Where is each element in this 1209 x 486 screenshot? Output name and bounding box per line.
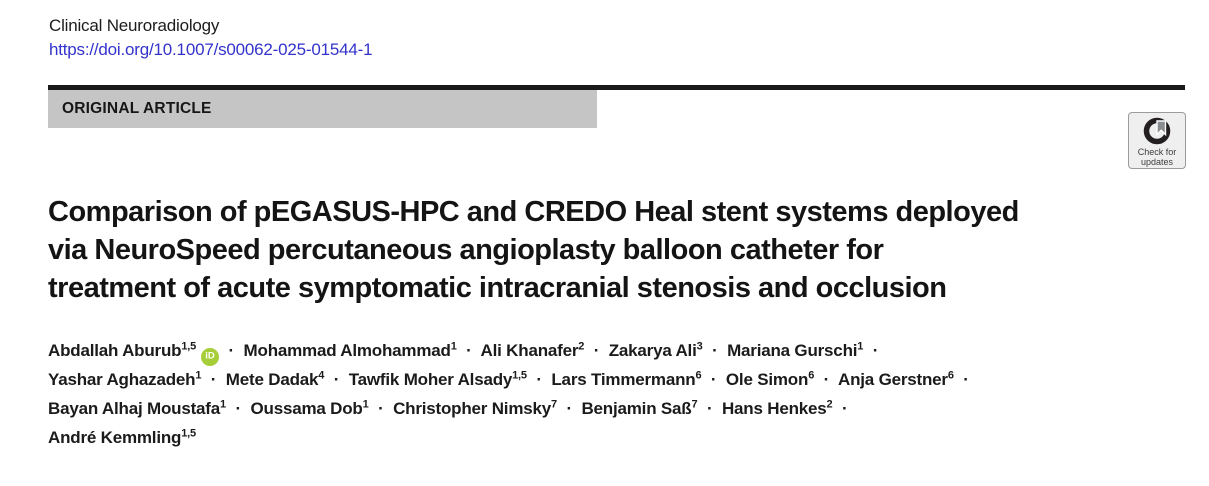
author-separator: ·: [228, 341, 235, 360]
author-name: Yashar Aghazadeh: [48, 370, 196, 389]
author-separator: ·: [210, 370, 217, 389]
author: Ole Simon6: [726, 370, 814, 389]
title-line-2: via NeuroSpeed percutaneous angioplasty …: [48, 234, 884, 266]
author-separator: ·: [712, 341, 718, 360]
author-name: Oussama Dob: [250, 399, 363, 418]
author-separator: ·: [823, 370, 830, 389]
author-separator: ·: [566, 399, 572, 418]
author-affiliation-sup: 6: [695, 369, 702, 382]
author-line: Abdallah Aburub1,5 iD · Mohammad Almohamm…: [48, 336, 1158, 366]
author-separator: ·: [963, 370, 969, 389]
title-line-1: Comparison of pEGASUS-HPC and CREDO Heal…: [48, 196, 1019, 228]
author-name: Bayan Alhaj Moustafa: [48, 399, 221, 418]
author-affiliation-sup: 2: [578, 340, 585, 353]
author-name: Ali Khanafer: [480, 341, 579, 360]
author-separator: ·: [593, 341, 600, 360]
author: Oussama Dob1: [250, 399, 368, 418]
author-list: Abdallah Aburub1,5 iD · Mohammad Almohamm…: [48, 336, 1158, 452]
author-affiliation-sup: 1: [857, 340, 864, 353]
author-name: Benjamin Saß: [581, 399, 692, 418]
author-affiliation-sup: 4: [318, 369, 325, 382]
author-separator: ·: [841, 399, 848, 418]
author-affiliation-sup: 2: [826, 398, 833, 411]
author: Hans Henkes2: [722, 399, 833, 418]
author-affiliation-sup: 1: [195, 369, 202, 382]
author: Benjamin Saß7: [581, 399, 697, 418]
author-name: Mohammad Almohammad: [243, 341, 451, 360]
article-type-label: ORIGINAL ARTICLE: [62, 100, 212, 117]
author-affiliation-sup: 1,5: [181, 340, 197, 353]
article-title: Comparison of pEGASUS-HPC and CREDO Heal…: [48, 193, 1138, 307]
crossmark-icon: [1143, 117, 1171, 145]
author-name: Mete Dadak: [225, 370, 319, 389]
title-line-3: treatment of acute symptomatic intracran…: [48, 272, 947, 304]
author-separator: ·: [706, 399, 713, 418]
doi-link[interactable]: https://doi.org/10.1007/s00062-025-01544…: [49, 40, 373, 59]
journal-name: Clinical Neuroradiology: [49, 16, 220, 35]
author-separator: ·: [710, 370, 717, 389]
author: Zakarya Ali3: [609, 341, 703, 360]
author-name: Lars Timmermann: [551, 370, 696, 389]
author: André Kemmling1,5: [48, 428, 196, 447]
author-separator: ·: [872, 341, 879, 360]
author: Tawfik Moher Alsady1,5: [349, 370, 527, 389]
author: Mohammad Almohammad1: [244, 341, 457, 360]
author: Ali Khanafer2: [481, 341, 585, 360]
author-separator: ·: [235, 399, 241, 418]
author-affiliation-sup: 7: [691, 398, 698, 411]
author-separator: ·: [378, 399, 384, 418]
author: Anja Gerstner6: [838, 370, 954, 389]
author-separator: ·: [333, 370, 340, 389]
author-line: Yashar Aghazadeh1 · Mete Dadak4 · Tawfik…: [48, 365, 1158, 394]
author-affiliation-sup: 1,5: [181, 427, 196, 440]
author-name: Ole Simon: [725, 370, 809, 389]
author-name: Christopher Nimsky: [393, 399, 552, 418]
check-for-updates-badge[interactable]: Check for updates: [1128, 112, 1186, 169]
author-affiliation-sup: 1: [220, 398, 226, 411]
author-affiliation-sup: 1: [450, 340, 457, 353]
orcid-icon-label: iD: [205, 350, 215, 362]
author-affiliation-sup: 6: [808, 369, 815, 382]
author-name: Hans Henkes: [721, 399, 827, 418]
author: Christopher Nimsky7: [393, 399, 557, 418]
author-line: André Kemmling1,5: [48, 423, 1158, 452]
author: Mete Dadak4: [225, 369, 325, 389]
author: Yashar Aghazadeh1: [48, 370, 201, 389]
author-affiliation-sup: 1,5: [512, 369, 527, 382]
author-affiliation-sup: 3: [696, 340, 703, 353]
author: Bayan Alhaj Moustafa1: [48, 399, 226, 418]
author-separator: ·: [536, 370, 542, 389]
article-type-banner: ORIGINAL ARTICLE: [48, 90, 597, 128]
author-line: Bayan Alhaj Moustafa1 · Oussama Dob1 · C…: [48, 394, 1158, 423]
author-name: Abdallah Aburub: [48, 341, 182, 360]
header-rule: [48, 85, 1185, 90]
author: Lars Timmermann6: [551, 370, 701, 389]
check-for-updates-label: Check for updates: [1137, 147, 1177, 167]
author-name: Tawfik Moher Alsady: [348, 370, 513, 389]
author-separator: ·: [466, 341, 472, 360]
author-affiliation-sup: 7: [551, 398, 557, 411]
author: Mariana Gurschi1: [727, 341, 863, 360]
author-name: Mariana Gurschi: [727, 341, 858, 360]
author-name: André Kemmling: [48, 428, 182, 447]
author-name: Zakarya Ali: [608, 341, 697, 360]
author-name: Anja Gerstner: [838, 370, 948, 389]
orcid-icon[interactable]: iD: [201, 347, 220, 366]
author-affiliation-sup: 1: [362, 398, 369, 411]
author-affiliation-sup: 6: [947, 369, 954, 382]
author: Abdallah Aburub1,5: [48, 341, 196, 360]
